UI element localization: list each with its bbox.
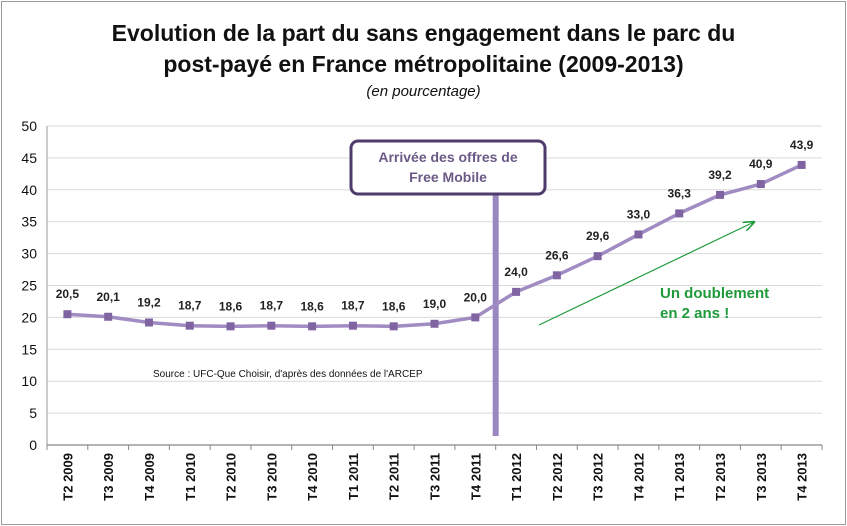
x-tick-label: T3 2012 (591, 453, 606, 501)
x-tick-label: T2 2011 (387, 453, 402, 500)
y-tick-label: 20 (21, 309, 37, 325)
chart-title-line2: post-payé en France métropolitaine (2009… (163, 51, 684, 77)
y-tick-label: 15 (21, 341, 37, 357)
data-point (552, 271, 561, 280)
source-note: Source : UFC-Que Choisir, d'après des do… (153, 369, 423, 380)
data-label: 20,0 (464, 290, 488, 304)
x-tick-label: T4 2009 (142, 453, 157, 501)
y-tick-label: 50 (21, 118, 37, 134)
data-label: 20,5 (56, 287, 80, 301)
chart-subtitle: (en pourcentage) (366, 83, 481, 100)
data-point (634, 230, 643, 239)
data-label: 20,1 (97, 290, 121, 304)
data-point (226, 322, 235, 331)
event-box (349, 139, 547, 196)
y-tick-label: 35 (21, 214, 37, 230)
y-tick-label: 25 (21, 278, 37, 294)
x-tick-label: T1 2013 (672, 453, 687, 501)
trend-arrow (538, 222, 754, 326)
data-point (348, 321, 357, 330)
data-point (63, 310, 72, 319)
x-tick-label: T3 2011 (428, 453, 443, 500)
data-label: 24,0 (504, 265, 528, 279)
data-label: 29,6 (586, 229, 610, 243)
x-tick-label: T4 2011 (468, 453, 483, 500)
x-tick-label: T1 2012 (509, 453, 524, 501)
y-tick-label: 0 (29, 437, 37, 453)
data-label: 40,9 (749, 157, 773, 171)
data-point (104, 312, 113, 321)
data-label: 18,6 (382, 299, 406, 313)
x-tick-label: T3 2013 (754, 453, 769, 501)
x-tick-label: T4 2010 (305, 453, 320, 501)
x-tick-label: T2 2012 (550, 453, 565, 501)
annotation-line1: Un doublement (660, 285, 769, 302)
x-tick-label: T2 2009 (60, 453, 75, 501)
x-tick-label: T2 2013 (713, 453, 728, 501)
data-point (797, 160, 806, 169)
event-box-line2: Free Mobile (409, 169, 487, 185)
y-tick-label: 10 (21, 373, 37, 389)
chart-title-line1: Evolution de la part du sans engagement … (111, 20, 736, 46)
data-point (430, 319, 439, 328)
x-tick-label: T3 2009 (101, 453, 116, 501)
data-label: 19,2 (137, 296, 161, 310)
data-point (267, 321, 276, 330)
data-label: 18,7 (178, 299, 202, 313)
data-point (144, 318, 153, 327)
data-point (716, 190, 725, 199)
annotation-line2: en 2 ans ! (660, 305, 729, 322)
x-tick-label: T1 2011 (346, 453, 361, 500)
y-tick-label: 40 (21, 182, 37, 198)
x-tick-label: T2 2010 (224, 453, 239, 501)
data-label: 18,6 (219, 299, 243, 313)
data-label: 19,0 (423, 297, 447, 311)
data-point (185, 321, 194, 330)
data-point (308, 322, 317, 331)
x-tick-label: T4 2013 (795, 453, 810, 501)
data-label: 18,7 (260, 299, 284, 313)
x-tick-label: T4 2012 (631, 453, 646, 501)
data-label: 33,0 (627, 207, 651, 221)
x-tick-label: T1 2010 (183, 453, 198, 501)
data-point (512, 287, 521, 296)
data-label: 43,9 (790, 138, 814, 152)
data-label: 18,6 (300, 299, 324, 313)
y-tick-label: 30 (21, 246, 37, 262)
x-tick-label: T3 2010 (264, 453, 279, 501)
data-point (471, 313, 480, 322)
data-point (593, 252, 602, 261)
y-tick-label: 5 (29, 405, 37, 421)
y-tick-label: 45 (21, 150, 37, 166)
event-box-line1: Arrivée des offres de (378, 149, 517, 165)
data-label: 39,2 (708, 168, 732, 182)
data-label: 18,7 (341, 299, 365, 313)
data-label: 36,3 (668, 186, 692, 200)
data-label: 26,6 (545, 248, 569, 262)
data-point (675, 209, 684, 218)
data-point (756, 180, 765, 189)
data-point (389, 322, 398, 331)
